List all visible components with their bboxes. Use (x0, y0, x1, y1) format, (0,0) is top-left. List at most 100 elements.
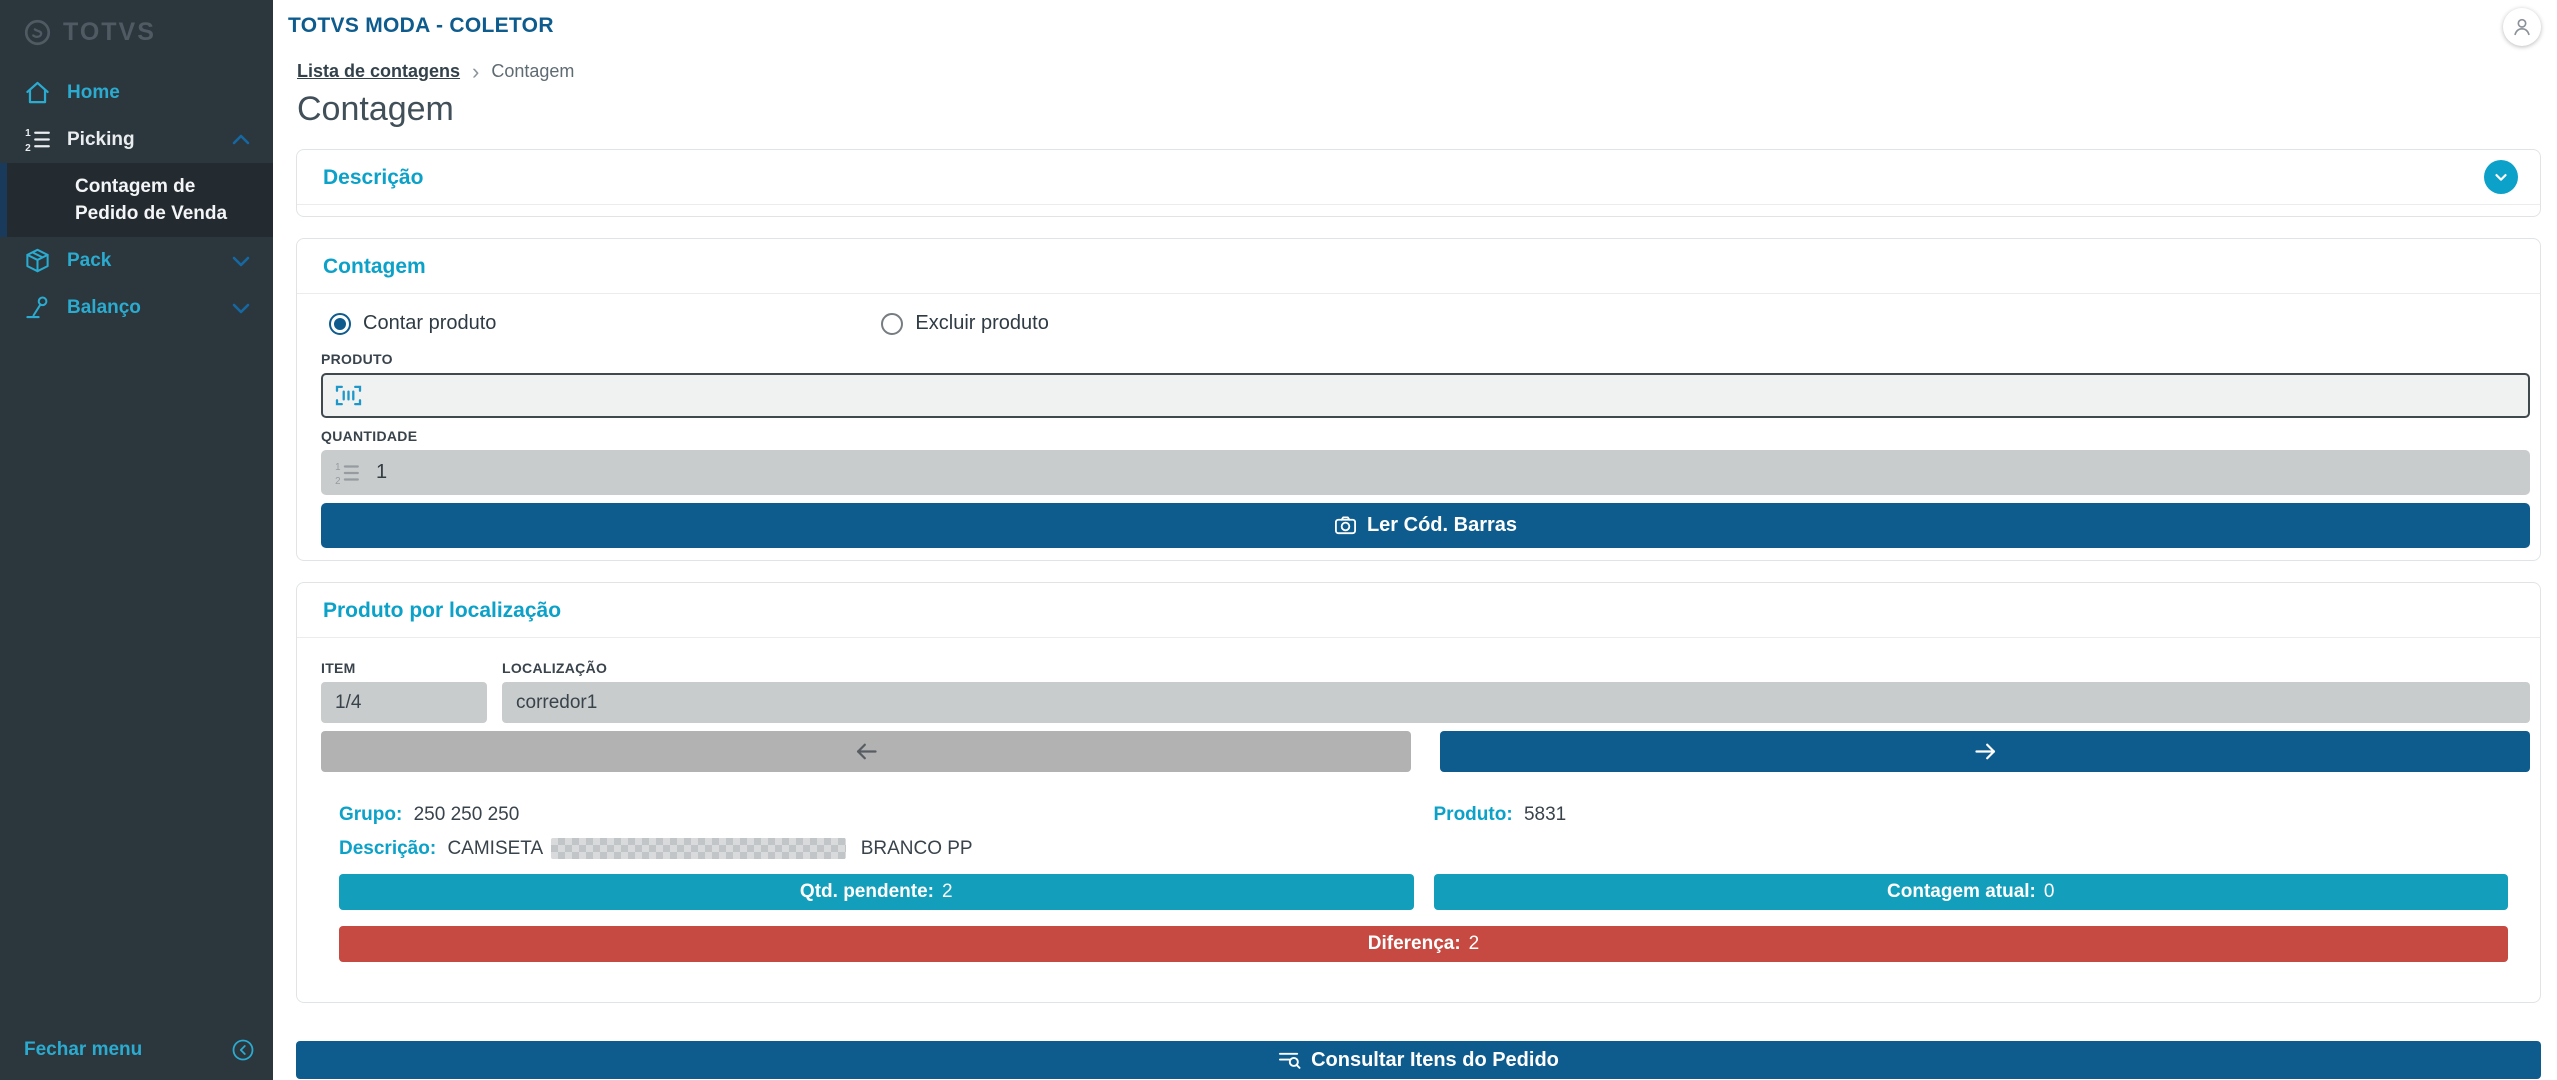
contagem-card-body: Contar produto Excluir produto PRODUTO (297, 294, 2540, 560)
chevron-up-icon (232, 134, 250, 144)
contagem-atual-label: Contagem atual: (1887, 881, 2036, 902)
qtd-pendente-label: Qtd. pendente: (799, 881, 934, 902)
sidebar: TOTVS Home 1 2 Picking Contagem de Pedid… (0, 0, 273, 1080)
quantidade-value: 1 (376, 461, 388, 483)
localizacao-card-header: Produto por localização (297, 583, 2540, 638)
grupo-value: 250 250 250 (413, 804, 520, 825)
sidebar-item-label: Pack (67, 249, 112, 271)
totvs-logo-text: TOTVS (63, 18, 156, 46)
contagem-card-title: Contagem (323, 255, 426, 278)
descricao-line: Descrição: CAMISETA BRANCO PP (339, 838, 2508, 860)
consultar-itens-pedido-label: Consultar Itens do Pedido (1311, 1048, 1559, 1071)
descricao-card-header: Descrição (297, 150, 2540, 205)
ler-cod-barras-button[interactable]: Ler Cód. Barras (321, 503, 2530, 548)
produto-localizacao-card: Produto por localização ITEM 1/4 LOCALIZ… (296, 582, 2541, 1003)
breadcrumb-current: Contagem (491, 61, 575, 81)
contagem-card-header: Contagem (297, 239, 2540, 294)
grupo-label: Grupo: (339, 804, 403, 825)
redacted-text-block (551, 838, 847, 859)
qtd-pendente-value: 2 (941, 881, 953, 902)
localizacao-card-title: Produto por localização (323, 599, 562, 622)
close-menu-label: Fechar menu (24, 1039, 143, 1060)
produto-text-input[interactable] (374, 384, 2516, 407)
breadcrumb: Lista de contagens › Contagem (297, 58, 2557, 84)
radio-contar-produto[interactable]: Contar produto (329, 312, 496, 335)
localizacao-card-body: ITEM 1/4 LOCALIZAÇÃO corredor1 (297, 638, 2540, 1002)
descricao-card: Descrição (296, 149, 2541, 217)
page-title: Contagem (297, 90, 454, 128)
radio-unselected-icon (881, 312, 904, 335)
camera-icon (1334, 516, 1356, 535)
contagem-atual-value: 0 (2043, 881, 2055, 902)
produto-label: Produto: (1433, 804, 1513, 825)
product-summary: Grupo: 250 250 250 Produto: 5831 Descriç… (339, 804, 2508, 962)
localizacao-field-label: LOCALIZAÇÃO (502, 660, 608, 676)
close-menu-button[interactable]: Fechar menu (0, 1022, 273, 1080)
survey-pin-icon (26, 296, 48, 319)
numbered-list-icon: 1 2 (335, 461, 359, 486)
sidebar-item-home[interactable]: Home (0, 69, 273, 116)
sidebar-item-pack[interactable]: Pack (0, 237, 273, 284)
numbered-list-icon: 1 2 (25, 128, 50, 153)
sidebar-item-label: Balanço (67, 296, 141, 318)
contagem-atual-badge: Contagem atual: 0 (1433, 874, 2508, 910)
home-icon (26, 81, 49, 104)
arrow-left-icon (856, 743, 877, 760)
next-location-button[interactable] (1440, 731, 2530, 772)
app-title: TOTVS MODA - COLETOR (288, 14, 554, 37)
location-pager (321, 731, 2530, 772)
grupo-line: Grupo: 250 250 250 (339, 804, 1414, 826)
descricao-card-title: Descrição (323, 166, 424, 189)
qtd-pendente-badge: Qtd. pendente: 2 (339, 874, 1414, 910)
barcode-scan-icon (335, 385, 362, 406)
collapse-sidebar-icon (232, 1039, 254, 1061)
diferenca-value: 2 (1468, 933, 1480, 954)
svg-text:1: 1 (335, 461, 340, 472)
svg-text:2: 2 (335, 475, 340, 485)
list-search-icon (1279, 1052, 1301, 1069)
breadcrumb-chevron-icon: › (472, 58, 480, 84)
sidebar-item-label: Picking (67, 128, 135, 150)
chevron-down-icon (232, 256, 250, 266)
ler-cod-barras-label: Ler Cód. Barras (1366, 514, 1518, 536)
chevron-down-icon (232, 303, 250, 313)
descricao-value-prefix: CAMISETA (447, 838, 543, 859)
radio-selected-icon (329, 312, 351, 335)
produto-input[interactable] (321, 373, 2530, 418)
totvs-logo-icon (24, 19, 51, 46)
contagem-card: Contagem Contar produto Excluir produto … (296, 238, 2541, 561)
quantidade-field-label: QUANTIDADE (321, 428, 418, 444)
svg-text:1: 1 (25, 128, 31, 139)
diferenca-label: Diferença: (1367, 933, 1461, 954)
item-field-label: ITEM (321, 660, 356, 676)
produto-line: Produto: 5831 (1434, 804, 2509, 826)
radio-label: Excluir produto (915, 312, 1049, 334)
svg-text:2: 2 (25, 143, 31, 153)
radio-label: Contar produto (363, 312, 497, 334)
diferenca-badge: Diferença: 2 (339, 926, 2508, 962)
previous-location-button[interactable] (321, 731, 1411, 772)
produto-value: 5831 (1523, 804, 1567, 825)
sidebar-subitem-contagem-pedido-venda[interactable]: Contagem de Pedido de Venda (0, 163, 273, 237)
localizacao-value: corredor1 (516, 691, 598, 713)
breadcrumb-link-lista-de-contagens[interactable]: Lista de contagens (297, 61, 461, 81)
sidebar-item-label: Home (67, 81, 120, 103)
user-menu-button[interactable] (2503, 8, 2541, 46)
item-localizacao-row: ITEM 1/4 LOCALIZAÇÃO corredor1 (321, 650, 2530, 723)
arrow-right-icon (1974, 743, 1995, 760)
quantidade-field: 1 2 1 (321, 450, 2530, 495)
sidebar-subitem-label: Contagem de Pedido de Venda (75, 176, 228, 224)
produto-field-label: PRODUTO (321, 351, 393, 367)
descricao-label: Descrição: (339, 838, 437, 859)
descricao-value-suffix: BRANCO PP (860, 838, 973, 859)
totvs-logo: TOTVS (0, 0, 273, 69)
localizacao-field: corredor1 (502, 682, 2530, 723)
consultar-itens-pedido-button[interactable]: Consultar Itens do Pedido (296, 1041, 2541, 1079)
item-field: 1/4 (321, 682, 487, 723)
item-value: 1/4 (335, 691, 362, 713)
descricao-expand-button[interactable] (2484, 160, 2518, 194)
sidebar-item-balanco[interactable]: Balanço (0, 284, 273, 331)
sidebar-item-picking[interactable]: 1 2 Picking (0, 116, 273, 163)
radio-excluir-produto[interactable]: Excluir produto (881, 312, 1049, 335)
